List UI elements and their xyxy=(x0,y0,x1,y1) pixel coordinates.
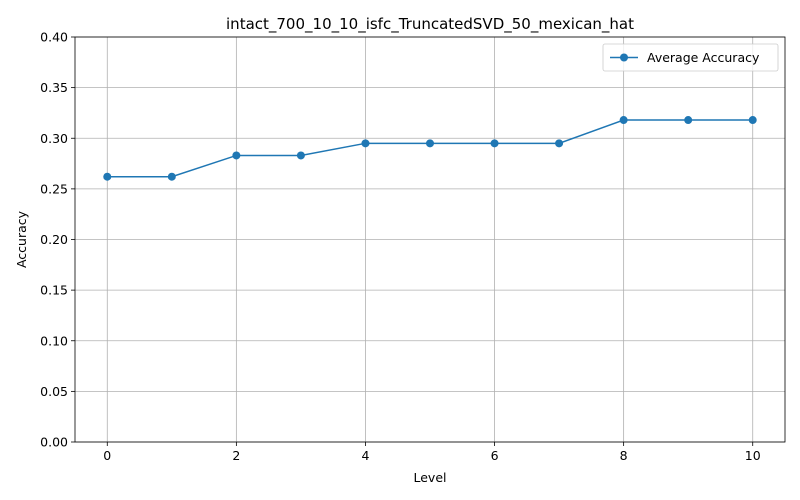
x-tick-label: 8 xyxy=(620,448,628,463)
series-layer xyxy=(103,116,757,181)
grid xyxy=(75,36,785,443)
x-axis-label: Level xyxy=(414,470,447,485)
x-tick-label: 10 xyxy=(745,448,761,463)
y-tick-label: 0.10 xyxy=(40,333,68,348)
data-point xyxy=(619,116,628,125)
y-tick-label: 0.15 xyxy=(40,283,68,298)
y-tick-label: 0.40 xyxy=(40,30,68,45)
data-point xyxy=(555,139,564,148)
data-point xyxy=(296,151,305,160)
x-tick-label: 4 xyxy=(361,448,369,463)
legend-box xyxy=(602,43,779,72)
data-point xyxy=(490,139,499,148)
legend-marker-swatch xyxy=(620,53,628,62)
data-point xyxy=(361,139,370,148)
x-tick-label: 0 xyxy=(103,448,111,463)
data-point xyxy=(167,172,176,181)
legend-label: Average Accuracy xyxy=(647,50,760,65)
legend: Average Accuracy xyxy=(602,43,779,72)
y-axis-label: Accuracy xyxy=(14,210,29,268)
y-tick-label: 0.35 xyxy=(40,80,68,95)
data-point xyxy=(748,116,757,125)
y-tick-label: 0.25 xyxy=(40,181,68,196)
data-point xyxy=(426,139,434,148)
x-axis-ticks: 0 2 4 6 8 10 xyxy=(103,442,761,463)
x-tick-label: 2 xyxy=(232,448,240,463)
data-point xyxy=(684,116,693,125)
y-tick-label: 0.20 xyxy=(40,232,68,247)
data-point xyxy=(232,151,241,160)
data-point xyxy=(103,172,112,181)
y-tick-label: 0.05 xyxy=(40,384,68,399)
y-tick-label: 0.00 xyxy=(40,435,68,450)
y-tick-label: 0.30 xyxy=(40,131,68,146)
chart-title: intact_700_10_10_isfc_TruncatedSVD_50_me… xyxy=(226,15,634,34)
y-axis-ticks: 0.00 0.05 0.10 0.15 0.20 0.25 0.30 0.35 0.40 xyxy=(40,30,75,450)
x-tick-label: 6 xyxy=(491,448,499,463)
